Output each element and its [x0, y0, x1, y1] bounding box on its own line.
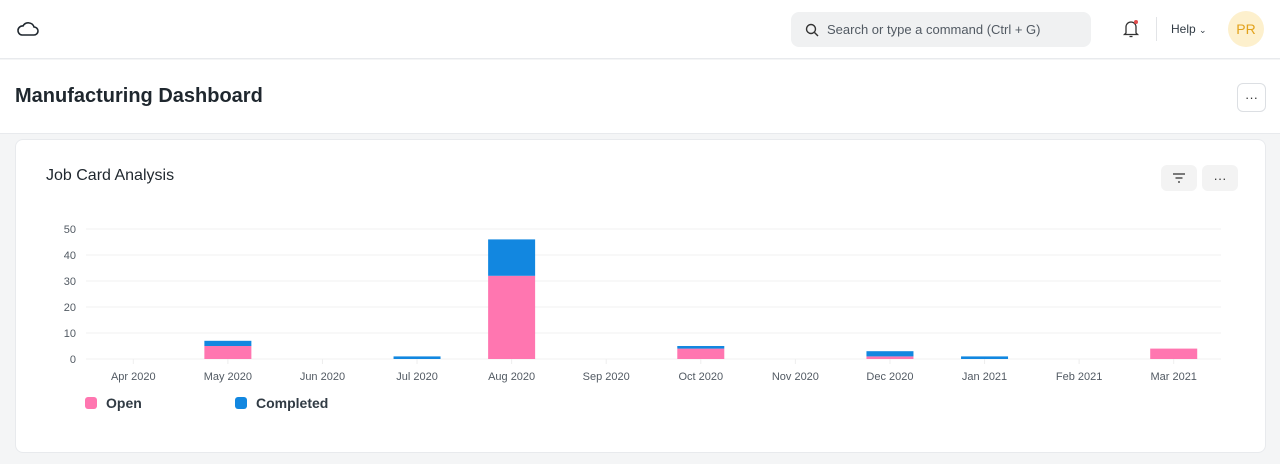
x-tick-label: Apr 2020 [111, 371, 156, 383]
navbar: Search or type a command (Ctrl + G) Help… [0, 0, 1280, 59]
y-tick-label: 40 [64, 250, 76, 262]
open-swatch [85, 397, 97, 409]
card-title: Job Card Analysis [46, 167, 175, 184]
bar-open [204, 346, 252, 359]
completed-swatch [235, 397, 247, 409]
y-tick-label: 0 [70, 354, 76, 366]
help-dropdown[interactable]: Help ⌄ [1171, 22, 1207, 36]
x-tick-label: Jul 2020 [396, 371, 438, 383]
x-tick-label: Dec 2020 [866, 371, 913, 383]
search-placeholder: Search or type a command (Ctrl + G) [827, 22, 1041, 37]
legend-item-open[interactable]: Open [85, 395, 142, 411]
bar-completed [393, 356, 441, 359]
y-tick-label: 20 [64, 302, 76, 314]
x-tick-label: Feb 2021 [1056, 371, 1102, 383]
legend-label: Open [106, 395, 142, 411]
bar-completed [677, 346, 725, 349]
filter-button[interactable] [1161, 165, 1197, 191]
search-icon [805, 23, 819, 36]
divider [1156, 17, 1157, 41]
page-header: Manufacturing Dashboard ··· [0, 60, 1280, 134]
chevron-down-icon: ⌄ [1199, 25, 1207, 35]
avatar[interactable]: PR [1228, 11, 1264, 47]
legend-label: Completed [256, 395, 329, 411]
bar-completed [488, 239, 536, 276]
bar-open [866, 356, 914, 359]
bar-open [677, 348, 725, 359]
bar-completed [866, 351, 914, 357]
card-more-button[interactable]: ··· [1202, 165, 1238, 191]
x-tick-label: Mar 2021 [1150, 371, 1196, 383]
bar-completed [204, 340, 252, 346]
y-tick-label: 10 [64, 328, 76, 340]
cloud-logo-icon[interactable] [16, 20, 40, 38]
y-tick-label: 30 [64, 276, 76, 288]
job-card-analysis-card: Job Card Analysis ··· 0 10 20 30 40 50 Apr 202… [15, 139, 1266, 453]
page-title: Manufacturing Dashboard [15, 85, 263, 107]
bar-completed [961, 356, 1009, 359]
y-tick-label: 50 [64, 224, 76, 236]
x-tick-label: Nov 2020 [772, 371, 819, 383]
x-tick-label: Aug 2020 [488, 371, 535, 383]
x-tick-label: May 2020 [204, 371, 252, 383]
bar-open [1150, 348, 1198, 359]
x-tick-label: Oct 2020 [678, 371, 723, 383]
page-more-button[interactable]: ··· [1237, 83, 1266, 112]
notification-bell-icon[interactable] [1122, 19, 1140, 39]
legend-item-completed[interactable]: Completed [235, 395, 328, 411]
search-input[interactable]: Search or type a command (Ctrl + G) [791, 12, 1091, 47]
filter-icon [1173, 173, 1185, 183]
x-tick-label: Sep 2020 [583, 371, 630, 383]
help-label: Help [1171, 22, 1196, 36]
x-tick-label: Jun 2020 [300, 371, 345, 383]
bar-open [488, 275, 536, 359]
x-tick-label: Jan 2021 [962, 371, 1007, 383]
job-card-chart: 0 10 20 30 40 50 Apr 2020 May 2020 Jun 2020 Jul 2… [64, 224, 1221, 383]
